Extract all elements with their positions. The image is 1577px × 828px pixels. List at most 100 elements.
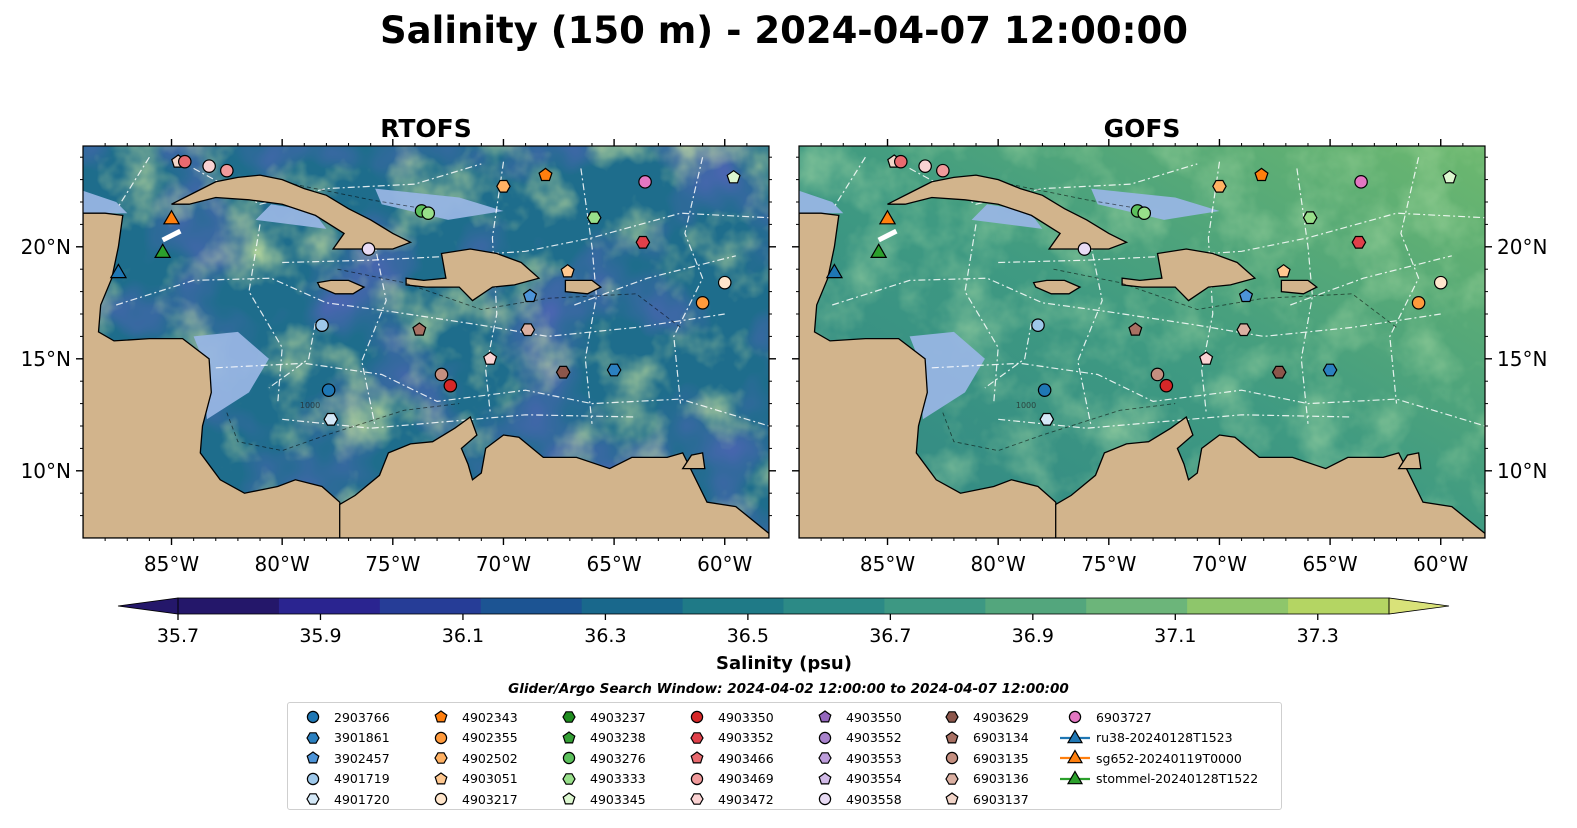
land-mass (799, 212, 1061, 538)
isobath-line (1009, 183, 1154, 212)
legend-entry: 4902502 (424, 748, 518, 769)
isobath-label: 1000 (1016, 401, 1036, 410)
platform-marker (361, 242, 376, 256)
legend-marker-icon (945, 772, 959, 785)
platform-marker (1238, 288, 1254, 303)
colorbar-tick-label: 36.3 (584, 625, 626, 647)
platform-marker (177, 154, 192, 169)
lon-tick-label: 65°W (1302, 552, 1357, 576)
legend-entry: 4903217 (424, 789, 518, 810)
legend-entry: 4903237 (552, 707, 646, 728)
legend-platform-symbol (690, 793, 704, 806)
eez-boundary (673, 157, 704, 404)
legend-marker-icon (434, 772, 448, 785)
glider-marker (162, 209, 181, 225)
legend-entry: 4903333 (552, 769, 646, 790)
legend-label: 4903554 (846, 771, 902, 787)
glider-marker (870, 243, 888, 258)
legend-marker-icon (1060, 729, 1090, 744)
platform-marker (1037, 383, 1052, 397)
lat-tick-label: 15°N (1497, 347, 1547, 371)
legend-label: 4903352 (718, 730, 774, 746)
legend-platform-symbol (434, 793, 448, 806)
legend-entry: sg652-20240119T0000 (1058, 748, 1258, 769)
eez-boundary (998, 212, 1485, 264)
legend-label: 6903137 (973, 791, 1029, 807)
legend-marker-icon (434, 710, 448, 723)
legend-marker-icon (818, 793, 832, 806)
platform-marker (1031, 318, 1045, 332)
land-mass (887, 174, 1129, 250)
platform-marker (695, 295, 710, 310)
land-mass (405, 248, 541, 302)
legend-platform-symbol (306, 793, 320, 806)
colorbar-segment (278, 598, 381, 614)
legend-column: 4903350 4903352 4903466 4903469 4903472 (680, 707, 774, 810)
legend-entry: 6903135 (935, 748, 1029, 769)
platform-marker (1276, 263, 1291, 278)
land-mass (316, 279, 366, 295)
legend-marker-icon (562, 752, 576, 765)
legend-platform-symbol (562, 772, 576, 785)
legend-platform-symbol (818, 772, 832, 785)
legend-label: 6903135 (973, 750, 1029, 766)
legend-label: 4901720 (334, 791, 390, 807)
platform-marker (1212, 179, 1227, 193)
glider-track (161, 228, 182, 243)
legend-entry: 4903558 (808, 789, 902, 810)
legend-glider-symbol (1066, 770, 1084, 785)
panel-title: RTOFS (380, 114, 472, 143)
land-mass (83, 212, 345, 538)
legend-entry: 4903345 (552, 789, 646, 810)
legend-entry: stommel-20240128T1522 (1058, 769, 1258, 790)
lon-tick-label: 70°W (1192, 552, 1247, 576)
legend-title: Glider/Argo Search Window: 2024-04-02 12… (508, 681, 1069, 697)
colorbar-label: Salinity (psu) (716, 653, 852, 674)
glider-marker (878, 209, 897, 225)
lat-tick-label: 10°N (1497, 459, 1547, 483)
land-mass (171, 174, 413, 250)
legend-marker-icon (945, 711, 959, 724)
isobath-line (293, 183, 438, 212)
legend-platform-symbol (945, 792, 959, 805)
legend-entry: 4903550 (808, 707, 902, 728)
legend-marker-icon (562, 711, 576, 724)
legend-glider-symbol (1066, 729, 1084, 744)
legend-platform-symbol (562, 752, 576, 765)
legend-marker-icon (306, 772, 320, 785)
eez-boundary (116, 277, 725, 338)
legend-entry: 2903766 (296, 707, 390, 728)
legend-column: 6903727 ru38-20240128T1523 sg652-20240119T… (1058, 707, 1258, 789)
colorbar-segment (480, 598, 583, 614)
lon-tick-label: 80°W (971, 552, 1026, 576)
platform-marker (555, 365, 571, 379)
legend-label: ru38-20240128T1523 (1096, 730, 1233, 746)
eez-boundary (1077, 224, 1103, 427)
colorbar-segment (581, 598, 684, 614)
glider-marker (154, 243, 172, 258)
platform-marker (522, 288, 538, 303)
lat-tick-label: 20°N (1497, 235, 1547, 259)
colorbar-segment (379, 598, 482, 614)
legend-marker-icon (1060, 749, 1090, 764)
legend-platform-symbol (945, 772, 959, 785)
land-mass (1397, 452, 1422, 470)
legend-entry: 4903352 (680, 728, 774, 749)
map-frame (798, 145, 1486, 539)
legend-marker-icon (306, 793, 320, 806)
legend-entry: 4903472 (680, 789, 774, 810)
legend-entry: 6903137 (935, 789, 1029, 810)
lon-tick-label: 75°W (1081, 552, 1136, 576)
platform-marker (1159, 378, 1174, 393)
colorbar-tick-label: 37.3 (1297, 625, 1339, 647)
legend-platform-symbol (690, 711, 704, 724)
legend-marker-icon (818, 710, 832, 723)
legend-marker-icon (945, 752, 959, 765)
colorbar-segment (682, 598, 785, 614)
platform-marker (1411, 295, 1426, 310)
platform-marker (717, 275, 732, 290)
legend-entry: 6903134 (935, 728, 1029, 749)
legend-entry: 4903629 (935, 707, 1029, 728)
legend-marker-icon (562, 772, 576, 785)
map-frame (82, 145, 770, 539)
